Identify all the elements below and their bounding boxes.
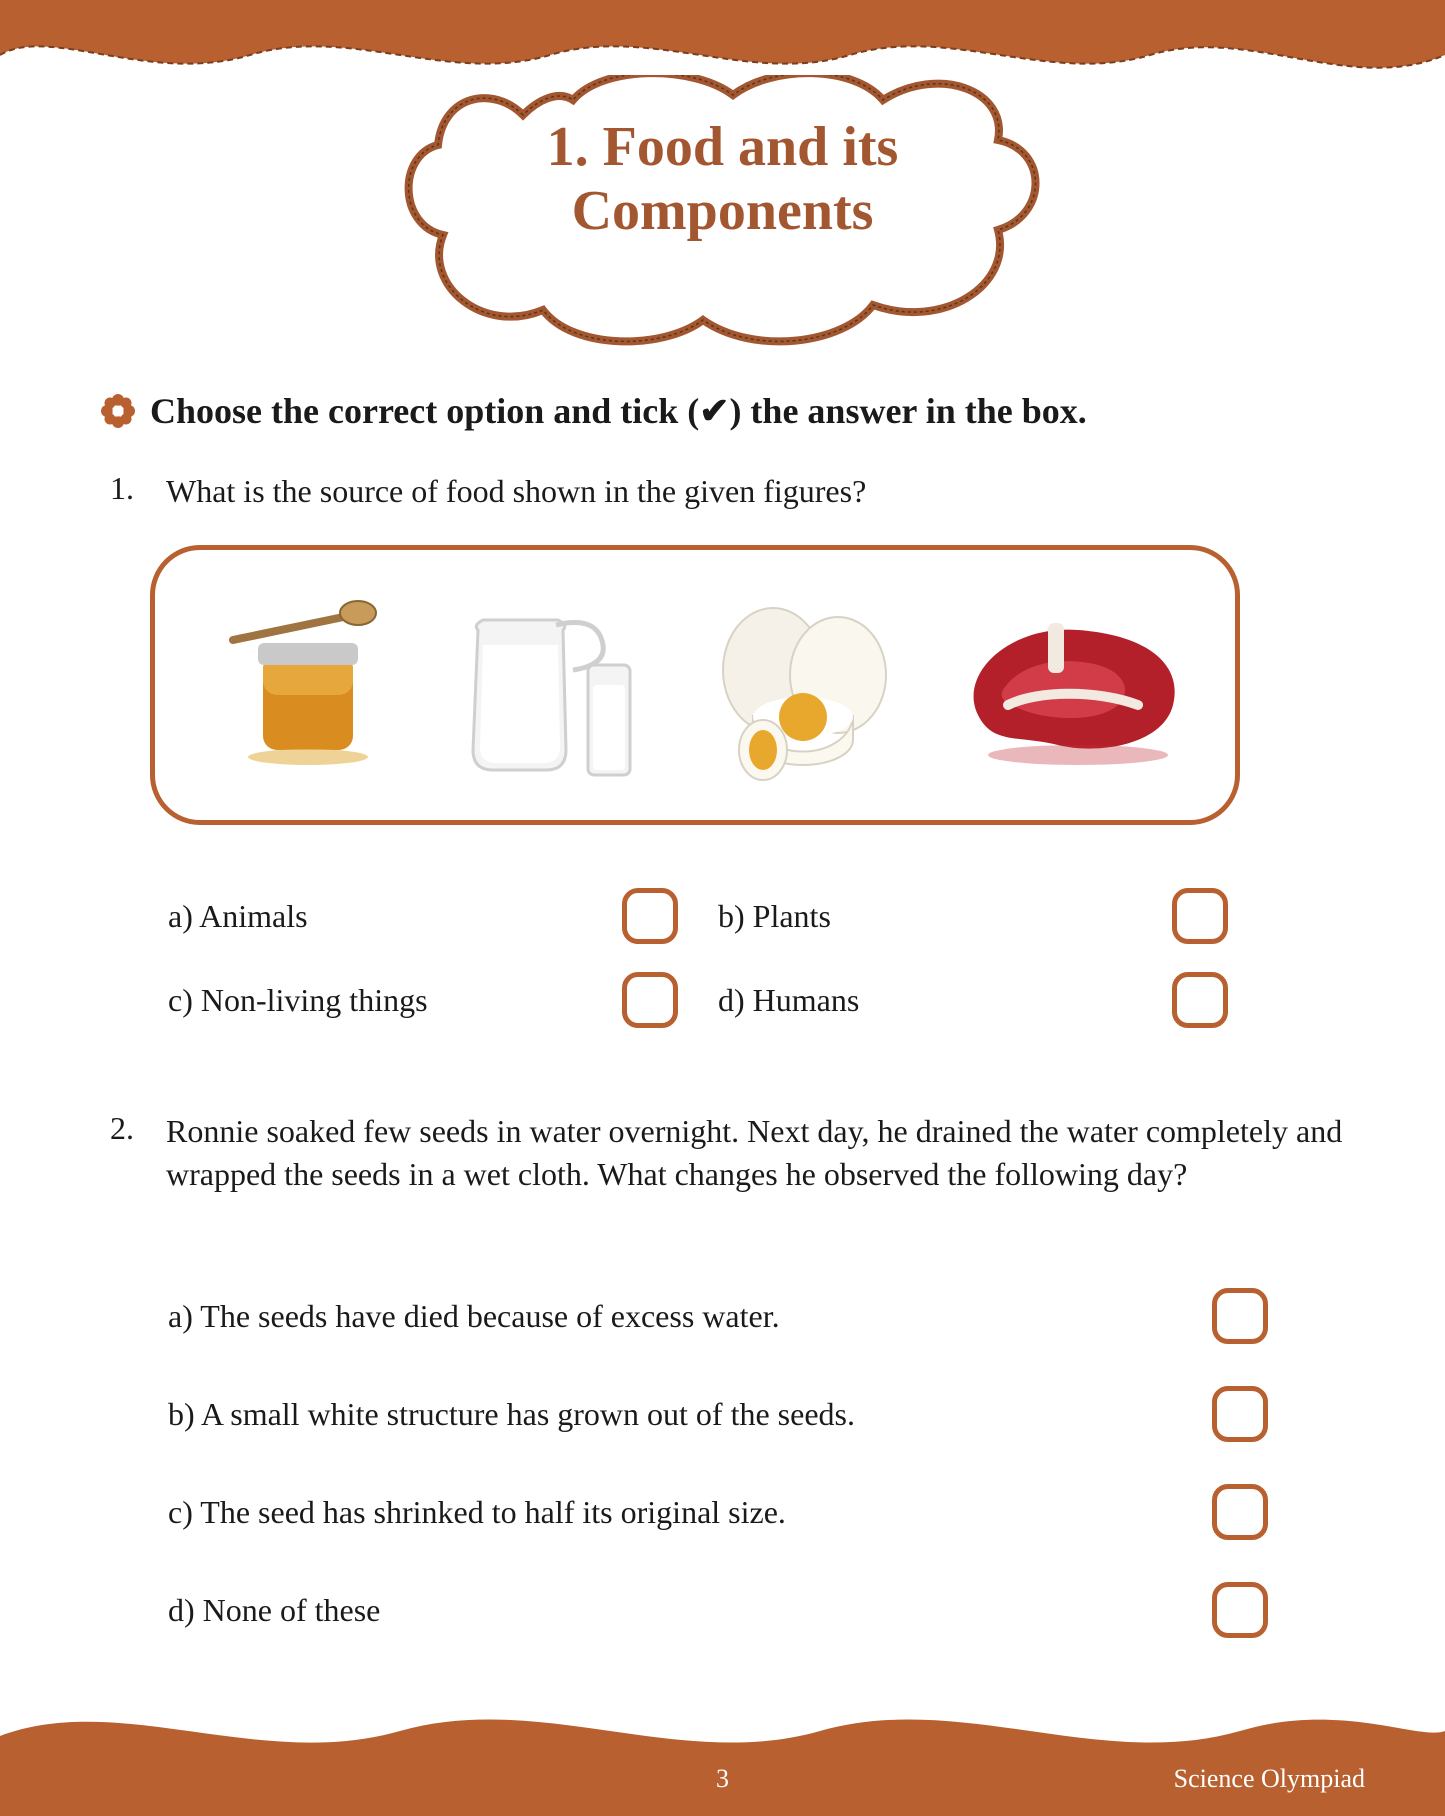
page-number: 3 <box>716 1764 729 1794</box>
title-line1: 1. Food and its <box>547 116 899 178</box>
opt-label: Non-living things <box>201 982 428 1018</box>
opt-label: Humans <box>753 982 860 1018</box>
checkbox[interactable] <box>1212 1386 1268 1442</box>
opt-label: None of these <box>203 1592 381 1628</box>
question-2: 2. Ronnie soaked few seeds in water over… <box>110 1110 1385 1196</box>
bottom-wave-decoration <box>0 1686 1445 1816</box>
question-text: Ronnie soaked few seeds in water overnig… <box>166 1110 1385 1196</box>
q2-options: a) The seeds have died because of excess… <box>168 1288 1268 1638</box>
option-c: c) The seed has shrinked to half its ori… <box>168 1484 1268 1540</box>
opt-key: a) <box>168 898 193 934</box>
opt-label: Plants <box>753 898 831 934</box>
flower-icon <box>100 393 136 429</box>
opt-label: Animals <box>199 898 307 934</box>
q1-options: a) Animals b) Plants c) Non-living thing… <box>168 888 1268 1028</box>
figure-honey <box>203 585 403 785</box>
question-number: 2. <box>110 1110 148 1196</box>
opt-label: The seed has shrinked to half its origin… <box>200 1494 786 1530</box>
opt-label: A small white structure has grown out of… <box>201 1396 855 1432</box>
figure-meat <box>948 595 1188 775</box>
title-line2: Components <box>572 180 874 242</box>
option-d: d) None of these <box>168 1582 1268 1638</box>
opt-key: b) <box>718 898 745 934</box>
checkbox[interactable] <box>622 888 678 944</box>
opt-key: c) <box>168 1494 193 1530</box>
instruction-text: Choose the correct option and tick (✔) t… <box>150 390 1087 432</box>
figure-box <box>150 545 1240 825</box>
question-1: 1. What is the source of food shown in t… <box>110 470 1385 513</box>
chapter-title: 1. Food and its Components <box>423 115 1023 244</box>
option-a: a) Animals <box>168 888 718 944</box>
opt-key: b) <box>168 1396 195 1432</box>
question-text: What is the source of food shown in the … <box>166 470 1385 513</box>
opt-key: d) <box>718 982 745 1018</box>
figure-eggs <box>693 585 913 785</box>
checkbox[interactable] <box>1212 1288 1268 1344</box>
opt-key: a) <box>168 1298 193 1334</box>
checkbox[interactable] <box>622 972 678 1028</box>
question-number: 1. <box>110 470 148 513</box>
checkbox[interactable] <box>1172 888 1228 944</box>
option-b: b) Plants <box>718 888 1268 944</box>
opt-key: d) <box>168 1592 195 1628</box>
instruction-row: Choose the correct option and tick (✔) t… <box>100 390 1385 432</box>
checkbox[interactable] <box>1172 972 1228 1028</box>
worksheet-page: 1. Food and its Components Choose the co… <box>0 0 1445 1816</box>
opt-key: c) <box>168 982 193 1018</box>
option-a: a) The seeds have died because of excess… <box>168 1288 1268 1344</box>
opt-label: The seeds have died because of excess wa… <box>200 1298 779 1334</box>
option-c: c) Non-living things <box>168 972 718 1028</box>
option-b: b) A small white structure has grown out… <box>168 1386 1268 1442</box>
checkbox[interactable] <box>1212 1582 1268 1638</box>
option-d: d) Humans <box>718 972 1268 1028</box>
checkbox[interactable] <box>1212 1484 1268 1540</box>
figure-milk <box>438 575 658 795</box>
footer-label: Science Olympiad <box>1174 1764 1365 1794</box>
